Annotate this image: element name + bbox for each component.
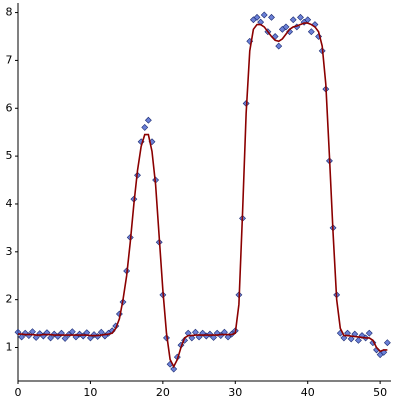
data-point: [383, 339, 391, 347]
y-tick-label: 8: [6, 6, 13, 19]
data-point: [141, 123, 149, 131]
data-point: [307, 28, 315, 36]
data-point: [170, 365, 178, 373]
y-tick-label: 2: [6, 293, 13, 306]
data-point: [87, 334, 94, 342]
x-tick-label: 40: [301, 386, 315, 399]
data-point: [365, 329, 373, 337]
x-tick-label: 0: [15, 386, 22, 399]
fit-line: [18, 22, 388, 369]
data-point: [340, 334, 348, 342]
data-point: [260, 11, 268, 19]
y-tick-label: 6: [6, 101, 13, 114]
data-point: [18, 333, 26, 341]
y-tick-label: 7: [6, 53, 13, 66]
data-point: [32, 334, 40, 341]
x-tick-label: 30: [228, 386, 242, 399]
y-tick-label: 3: [6, 245, 13, 258]
y-tick-label: 5: [6, 149, 13, 162]
data-point: [47, 334, 55, 342]
data-point: [282, 23, 290, 31]
data-point: [297, 13, 304, 21]
data-point: [61, 334, 69, 342]
data-point: [253, 13, 261, 21]
data-point: [354, 336, 362, 344]
y-tick-label: 4: [6, 197, 13, 210]
data-point: [224, 333, 232, 341]
data-point: [275, 42, 283, 50]
x-tick-label: 10: [83, 386, 97, 399]
x-tick-label: 20: [156, 386, 170, 399]
data-point: [268, 13, 275, 21]
data-point: [289, 16, 297, 24]
data-point: [188, 334, 196, 342]
data-point: [347, 335, 355, 343]
x-tick-label: 50: [373, 386, 387, 399]
y-tick-label: 1: [6, 341, 13, 354]
data-point: [210, 334, 217, 341]
data-point: [144, 116, 152, 124]
